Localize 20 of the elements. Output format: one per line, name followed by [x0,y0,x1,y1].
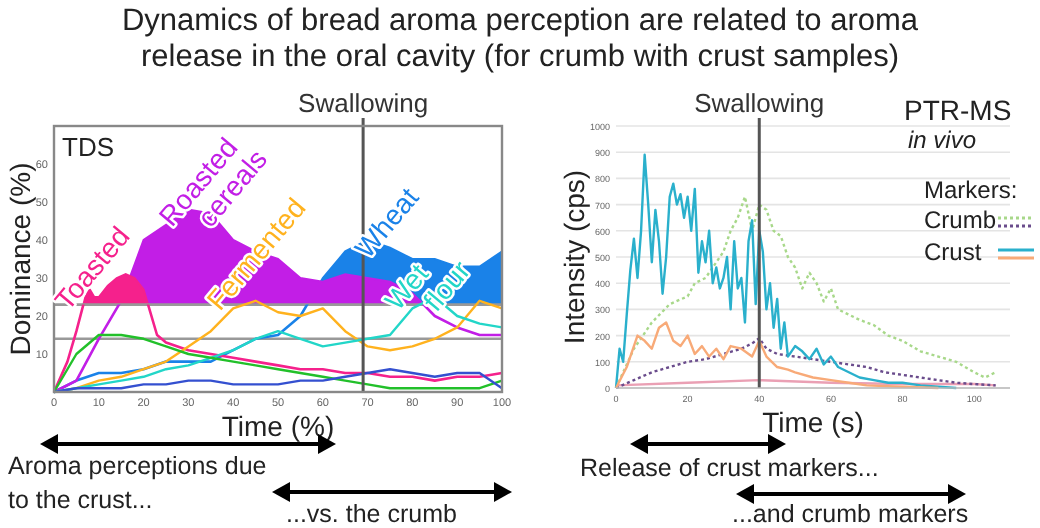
line-series [52,333,504,394]
line-series [52,368,504,394]
x-axis-title: Time (s) [762,406,864,438]
y-axis-title: Dominance (%) [4,162,36,356]
ref-line-label: Swallowing [694,88,825,118]
text: ...vs. the crumb [286,500,457,528]
legend-title: Markers: [924,176,1018,204]
text: Aroma perceptions due to the crust... [8,452,267,514]
annotation: PTR-MS [904,94,1012,126]
legend-label: Crust [924,238,983,266]
annotation: TDS [62,132,115,162]
legend-label: Crumb [924,206,997,234]
text: Release of crust markers... [580,454,879,482]
line-series [614,337,997,390]
chart-title: Dynamics of bread aroma perception are related to aroma release in the oral cavity (for crumb with crust samples) [121,4,919,74]
annotation: in vivo [908,126,977,154]
text: ...and crumb markers [732,500,969,528]
x-axis-title: Time (%) [221,410,335,442]
y-axis-title: Intensity (cps) [558,169,590,345]
ref-line-label: Swallowing [298,88,429,118]
